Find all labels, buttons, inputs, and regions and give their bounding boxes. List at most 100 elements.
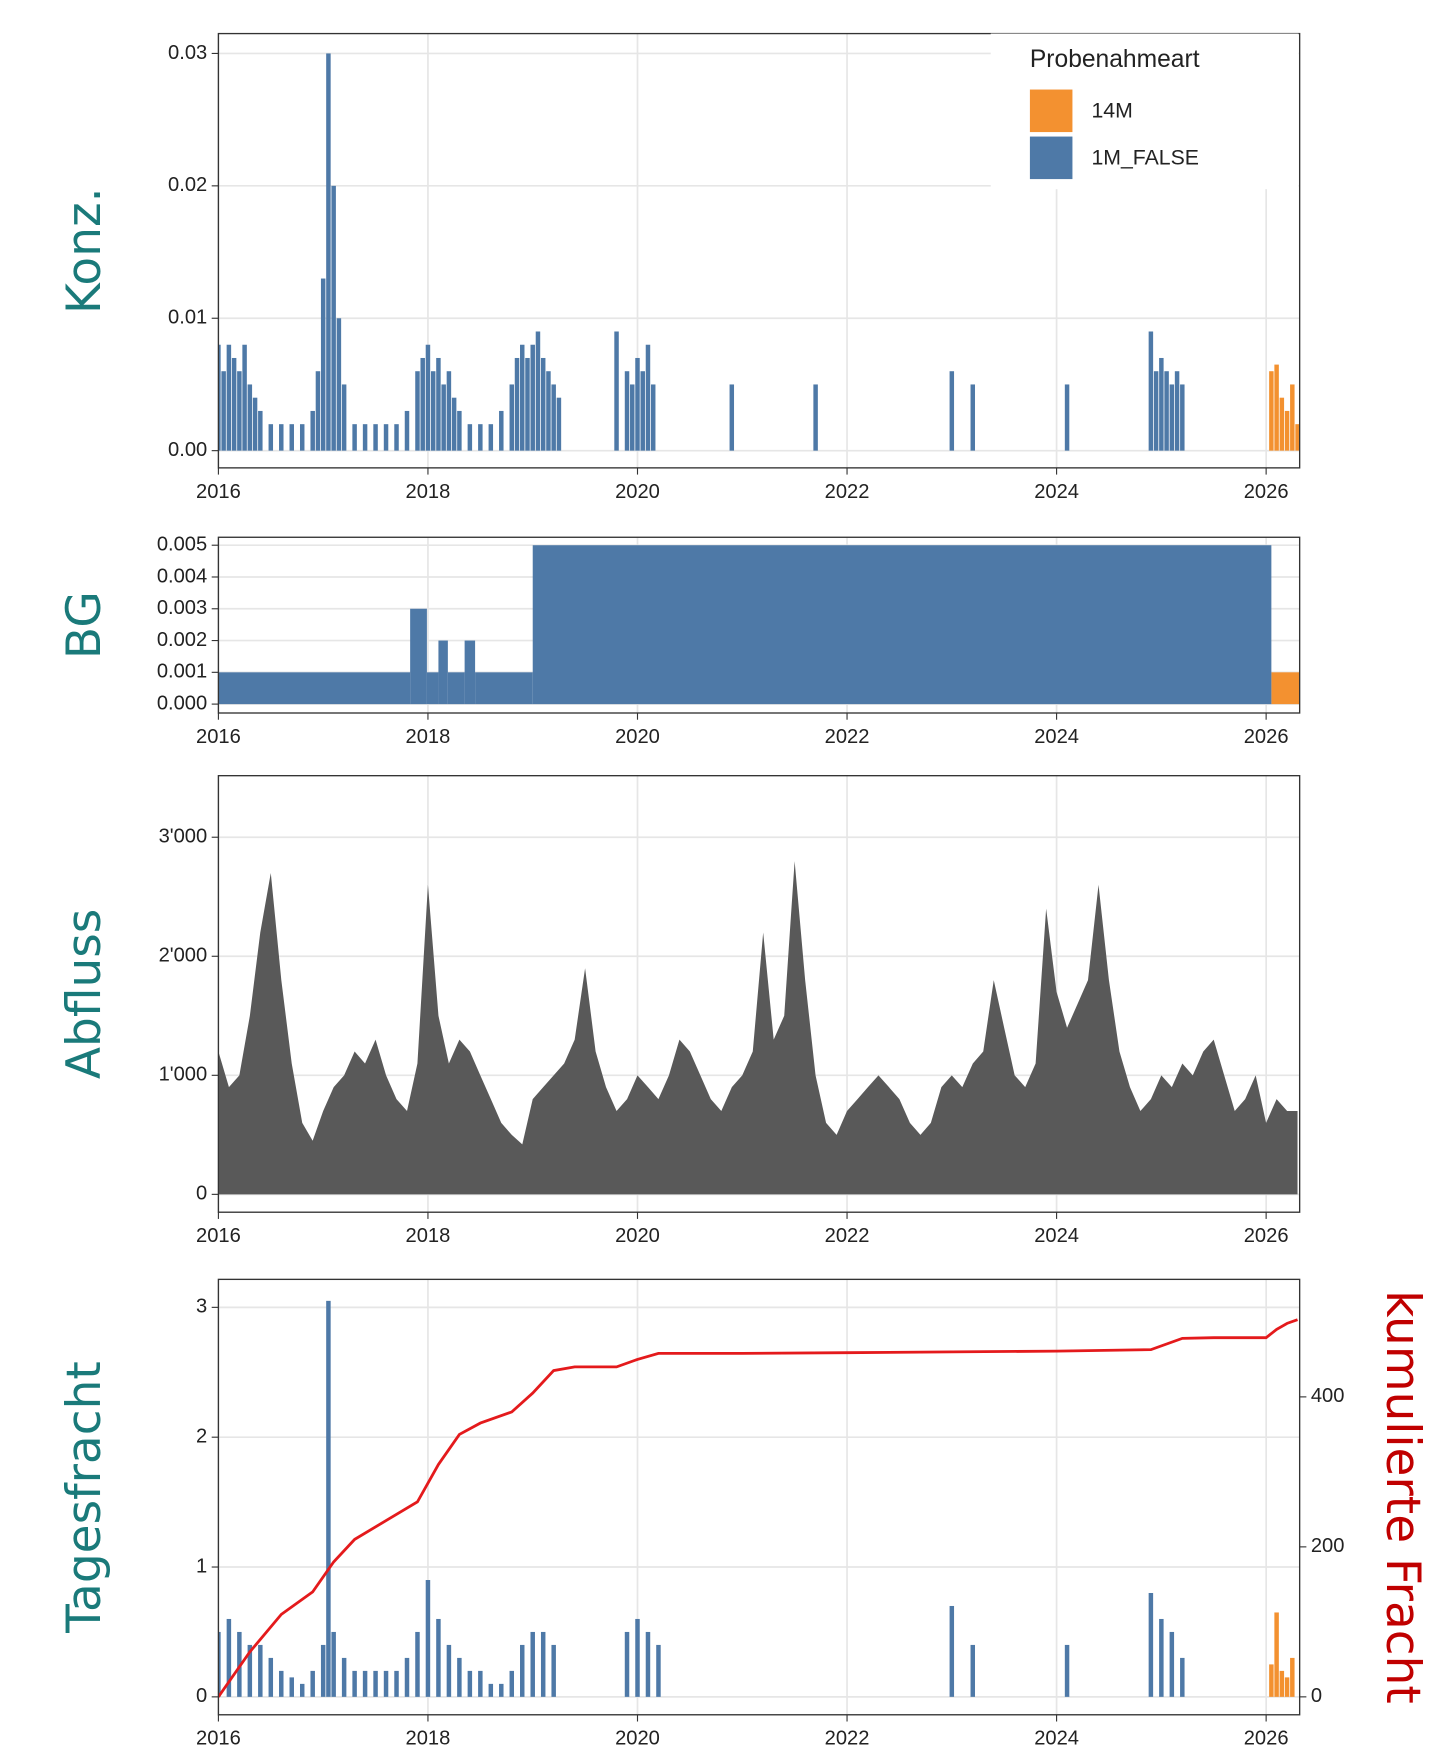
legend-swatch (1029, 89, 1073, 133)
bar (1159, 357, 1164, 451)
bar (1284, 1677, 1290, 1697)
bar (1269, 1664, 1274, 1697)
bar (509, 1670, 515, 1697)
bar (1290, 384, 1295, 451)
plot-area (218, 53, 1300, 451)
x-tick-label: 2024 (1034, 1728, 1079, 1745)
bar (1180, 384, 1185, 451)
x-tick-label: 2016 (196, 481, 241, 503)
bar (656, 1644, 661, 1697)
bar (546, 371, 551, 451)
bar (221, 371, 226, 451)
bar (640, 371, 645, 451)
y-axis-label: Tagesfracht (57, 1361, 112, 1634)
bar (525, 357, 530, 451)
plot-area (218, 1300, 1299, 1698)
bar (1274, 364, 1279, 451)
bar (457, 1657, 462, 1697)
bar (310, 410, 315, 451)
x-tick-label: 2026 (1244, 726, 1289, 748)
y-tick-label: 1'000 (159, 1064, 208, 1086)
bar (970, 1644, 976, 1697)
x-tick-label: 2026 (1244, 481, 1289, 503)
x-tick-label: 2020 (615, 726, 660, 748)
y-tick-label: 0.01 (168, 307, 207, 329)
bar (1274, 1612, 1279, 1697)
bar (1279, 1670, 1285, 1697)
bar (247, 1644, 253, 1697)
bar (237, 1631, 242, 1697)
line (218, 1318, 1299, 1698)
bar (970, 384, 976, 451)
bar (352, 1670, 357, 1697)
bar (488, 1683, 494, 1697)
bar (383, 424, 389, 451)
bar (1169, 1631, 1175, 1697)
bar (1169, 384, 1175, 451)
bar (258, 410, 263, 451)
legend-swatch (1029, 136, 1073, 180)
step-bar (464, 640, 476, 705)
step-bar (447, 672, 465, 705)
bar (624, 1631, 630, 1697)
bar (635, 357, 640, 451)
bar (326, 53, 331, 451)
x-tick-label: 2024 (1034, 726, 1079, 748)
bar (535, 331, 541, 451)
x-tick-label: 2024 (1034, 1225, 1079, 1247)
bar (320, 1644, 326, 1697)
bar (415, 1631, 420, 1697)
bar (645, 1631, 651, 1697)
bar (289, 424, 294, 451)
bar (226, 344, 232, 451)
bar (299, 1683, 305, 1697)
bar (624, 371, 630, 451)
bar (341, 384, 347, 451)
bar (551, 1644, 556, 1697)
y-tick-label: 3 (196, 1296, 207, 1318)
step-bar (426, 672, 439, 705)
x-tick-label: 2018 (406, 726, 451, 748)
bar (949, 371, 955, 451)
bar (1153, 371, 1159, 451)
step-bar (532, 545, 1272, 705)
bar (514, 357, 520, 451)
y-tick-label: 0.000 (157, 692, 207, 714)
y-axis-label: Abfluss (57, 909, 112, 1079)
bar (520, 1644, 525, 1697)
bar (530, 1631, 535, 1697)
bar (451, 397, 457, 451)
bar (226, 1618, 232, 1697)
step-bar (410, 608, 427, 705)
bar (1148, 1592, 1154, 1697)
legend-label: 14M (1091, 99, 1132, 123)
bar (218, 1631, 221, 1697)
bar (1148, 331, 1154, 451)
plot-area (218, 861, 1298, 1195)
panel-background (218, 1279, 1300, 1715)
bar (268, 1657, 274, 1697)
bar (1174, 371, 1180, 451)
bar (258, 1644, 263, 1697)
y-tick-label: 1 (196, 1555, 207, 1577)
y-tick-label: 2 (196, 1425, 207, 1447)
bar (530, 344, 535, 451)
x-tick-label: 2022 (825, 1728, 870, 1745)
x-tick-label: 2026 (1244, 1728, 1289, 1745)
bar (1180, 1657, 1185, 1697)
panel-border (217, 1278, 1301, 1716)
bar (729, 384, 735, 451)
y-tick-label: 0.03 (168, 42, 207, 64)
step-bar (438, 640, 448, 705)
bar (315, 371, 321, 451)
y-tick-label: 0 (196, 1183, 207, 1205)
plot-area (218, 545, 1300, 705)
y-tick-label: 0.02 (168, 174, 207, 196)
y-axis-label: Konz. (57, 187, 112, 314)
bar (310, 1670, 315, 1697)
bar (478, 1670, 483, 1697)
bar (362, 424, 368, 451)
bar (436, 1618, 441, 1697)
bar (1279, 397, 1285, 451)
